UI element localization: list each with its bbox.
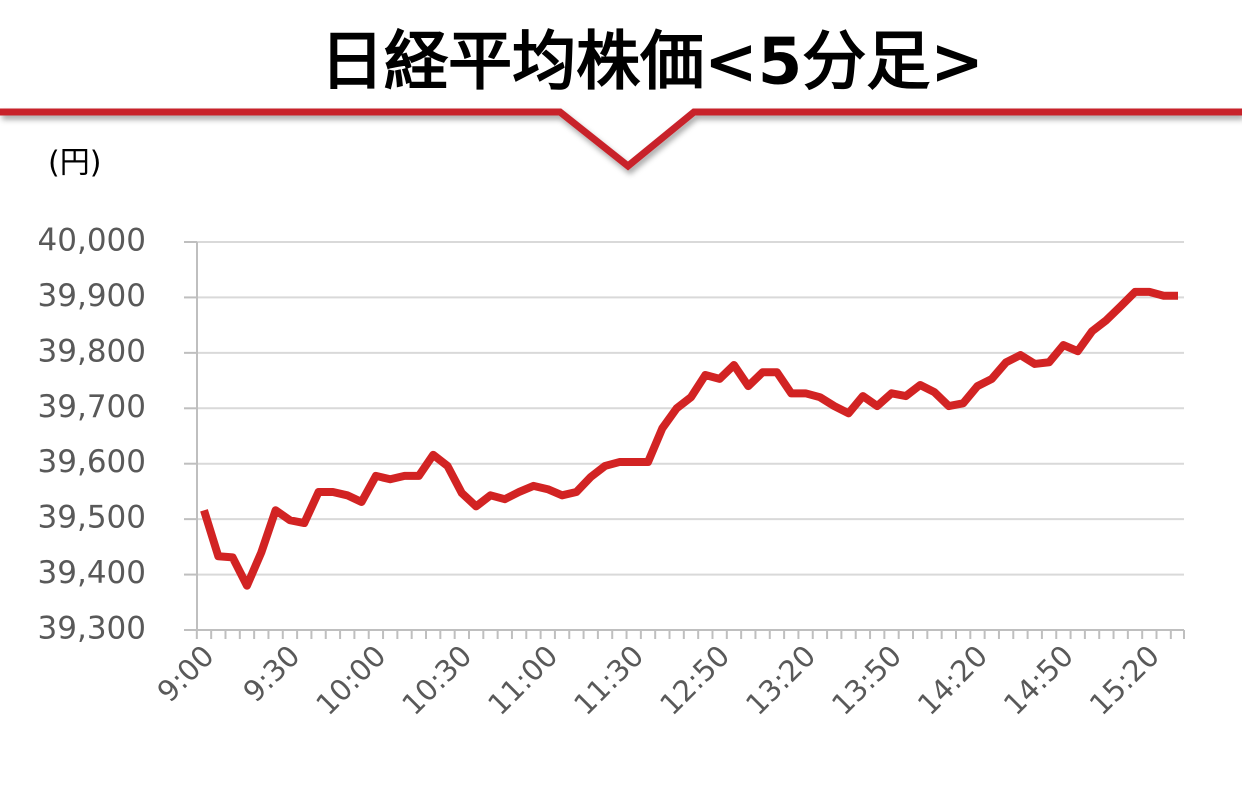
y-tick-label: 39,900 <box>38 278 146 314</box>
y-tick-label: 39,700 <box>38 389 146 425</box>
title-decoration <box>0 108 1242 171</box>
x-tick-label: 14:50 <box>997 639 1080 722</box>
y-tick-label: 39,600 <box>38 444 146 480</box>
y-tick-label: 39,800 <box>38 333 146 369</box>
x-tick-label: 12:50 <box>653 639 736 722</box>
x-tick-label: 9:30 <box>236 639 306 709</box>
x-tick-label: 11:00 <box>481 639 564 722</box>
y-tick-label: 39,300 <box>38 611 146 647</box>
y-tick-label: 40,000 <box>38 223 146 259</box>
y-tick-label: 39,500 <box>38 500 146 536</box>
y-axis-label: (円) <box>48 146 101 181</box>
x-tick-label: 15:20 <box>1083 639 1166 722</box>
x-tick-label: 13:50 <box>825 639 908 722</box>
x-tick-label: 14:20 <box>911 639 994 722</box>
x-tick-label: 10:30 <box>395 639 478 722</box>
chart-title: 日経平均株価<5分足> <box>320 26 984 100</box>
y-tick-label: 39,400 <box>38 555 146 591</box>
x-tick-label: 10:00 <box>309 639 392 722</box>
line-series <box>200 287 1178 590</box>
x-tick-label: 13:20 <box>739 639 822 722</box>
x-tick-label: 9:00 <box>151 639 221 709</box>
x-tick-label: 11:30 <box>567 639 650 722</box>
